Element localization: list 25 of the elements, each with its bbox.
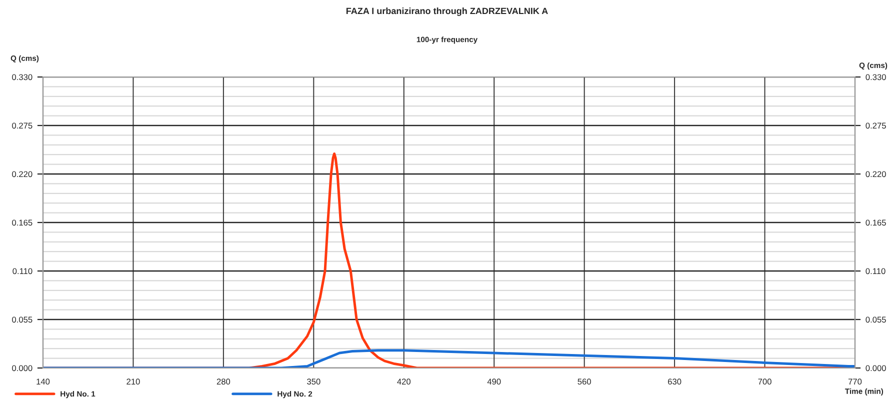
x-tick-label: 350 — [307, 378, 320, 385]
y-tick-label: 0.000 — [12, 365, 32, 372]
y2-tick-label: 0.000 — [866, 365, 886, 372]
chart-title: FAZA I urbanizirano through ZADRZEVALNIK A — [346, 7, 548, 16]
y-tick-label: 0.330 — [12, 74, 32, 80]
y2-tick-label: 0.220 — [866, 171, 886, 178]
x-tick-label: 140 — [36, 378, 50, 385]
y2-tick-label: 0.330 — [866, 74, 886, 80]
x-tick-label: 210 — [126, 378, 140, 385]
y-tick-label: 0.220 — [12, 171, 32, 178]
y2-tick-label: 0.275 — [866, 122, 886, 129]
x-tick-label: 420 — [397, 378, 411, 385]
y-tick-label: 0.055 — [12, 316, 32, 323]
x-tick-label: 560 — [578, 378, 591, 385]
y-tick-label: 0.165 — [12, 220, 32, 226]
x-tick-label: 700 — [758, 378, 772, 385]
x-tick-label: 770 — [848, 378, 862, 385]
y-tick-label: 0.275 — [12, 122, 32, 129]
x-tick-label: 630 — [668, 378, 682, 385]
y2-tick-label: 0.110 — [866, 268, 886, 274]
x-tick-label: 280 — [216, 378, 230, 385]
y2-tick-label: 0.055 — [866, 316, 886, 323]
y-tick-label: 0.110 — [12, 268, 32, 274]
x-tick-label: 490 — [487, 378, 501, 385]
y2-tick-label: 0.165 — [866, 220, 886, 226]
